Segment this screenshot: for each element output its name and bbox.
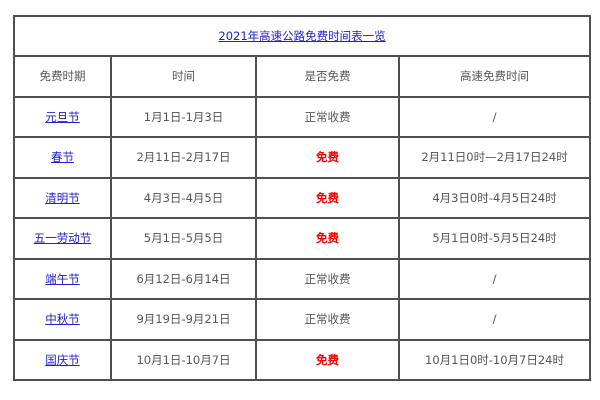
dates-cell: 5月1日-5月5日 xyxy=(110,217,257,260)
title-link[interactable]: 2021年高速公路免费时间表一览 xyxy=(218,29,386,43)
header-row: 免费时期 时间 是否免费 高速免费时间 xyxy=(13,55,592,98)
dates-cell: 2月11日-2月17日 xyxy=(110,136,257,179)
table-row: 五一劳动节 5月1日-5月5日 免费 5月1日0时-5月5日24时 xyxy=(13,217,592,260)
title-cell: 2021年高速公路免费时间表一览 xyxy=(12,15,592,57)
holiday-link[interactable]: 五一劳动节 xyxy=(33,231,92,246)
free-time-cell: 2月11日0时—2月17日24时 xyxy=(397,136,592,179)
table-row: 端午节 6月12日-6月14日 正常收费 / xyxy=(13,257,592,300)
status-cell: 免费 xyxy=(255,217,400,260)
holiday-link[interactable]: 国庆节 xyxy=(45,352,80,367)
free-time-cell: / xyxy=(397,257,592,300)
status-cell: 正常收费 xyxy=(255,95,400,138)
free-time-cell: / xyxy=(397,298,592,341)
dates-cell: 10月1日-10月7日 xyxy=(110,338,257,381)
free-time-cell: 4月3日0时-4月5日24时 xyxy=(397,176,592,219)
holiday-cell: 清明节 xyxy=(13,176,112,219)
holiday-link[interactable]: 清明节 xyxy=(45,190,80,205)
header-status: 是否免费 xyxy=(255,55,400,98)
holiday-link[interactable]: 中秋节 xyxy=(45,312,80,327)
free-time-cell: 10月1日0时-10月7日24时 xyxy=(397,338,592,381)
table-row: 春节 2月11日-2月17日 免费 2月11日0时—2月17日24时 xyxy=(13,136,592,179)
holiday-link[interactable]: 春节 xyxy=(51,150,74,165)
free-time-cell: / xyxy=(397,95,592,138)
holiday-cell: 端午节 xyxy=(13,257,112,300)
table-row: 中秋节 9月19日-9月21日 正常收费 / xyxy=(13,298,592,341)
holiday-cell: 中秋节 xyxy=(13,298,112,341)
status-cell: 正常收费 xyxy=(255,298,400,341)
table-row: 清明节 4月3日-4月5日 免费 4月3日0时-4月5日24时 xyxy=(13,176,592,219)
status-cell: 正常收费 xyxy=(255,257,400,300)
dates-cell: 1月1日-1月3日 xyxy=(110,95,257,138)
status-cell: 免费 xyxy=(255,176,400,219)
title-row: 2021年高速公路免费时间表一览 xyxy=(12,15,592,57)
status-cell: 免费 xyxy=(255,338,400,381)
header-free-time: 高速免费时间 xyxy=(397,55,592,98)
dates-cell: 4月3日-4月5日 xyxy=(110,176,257,219)
dates-cell: 9月19日-9月21日 xyxy=(110,298,257,341)
table-row: 元旦节 1月1日-1月3日 正常收费 / xyxy=(13,95,592,138)
status-cell: 免费 xyxy=(255,136,400,179)
holiday-link[interactable]: 元旦节 xyxy=(45,109,80,124)
free-time-cell: 5月1日0时-5月5日24时 xyxy=(397,217,592,260)
header-holiday: 免费时期 xyxy=(13,55,112,98)
holiday-link[interactable]: 端午节 xyxy=(45,271,80,286)
holiday-cell: 元旦节 xyxy=(13,95,112,138)
dates-cell: 6月12日-6月14日 xyxy=(110,257,257,300)
holiday-cell: 五一劳动节 xyxy=(13,217,112,260)
holiday-cell: 国庆节 xyxy=(13,338,112,381)
toll-free-schedule-table: 2021年高速公路免费时间表一览 免费时期 时间 是否免费 高速免费时间 元旦节… xyxy=(12,15,592,381)
header-dates: 时间 xyxy=(110,55,257,98)
table-row: 国庆节 10月1日-10月7日 免费 10月1日0时-10月7日24时 xyxy=(13,338,592,381)
holiday-cell: 春节 xyxy=(13,136,112,179)
